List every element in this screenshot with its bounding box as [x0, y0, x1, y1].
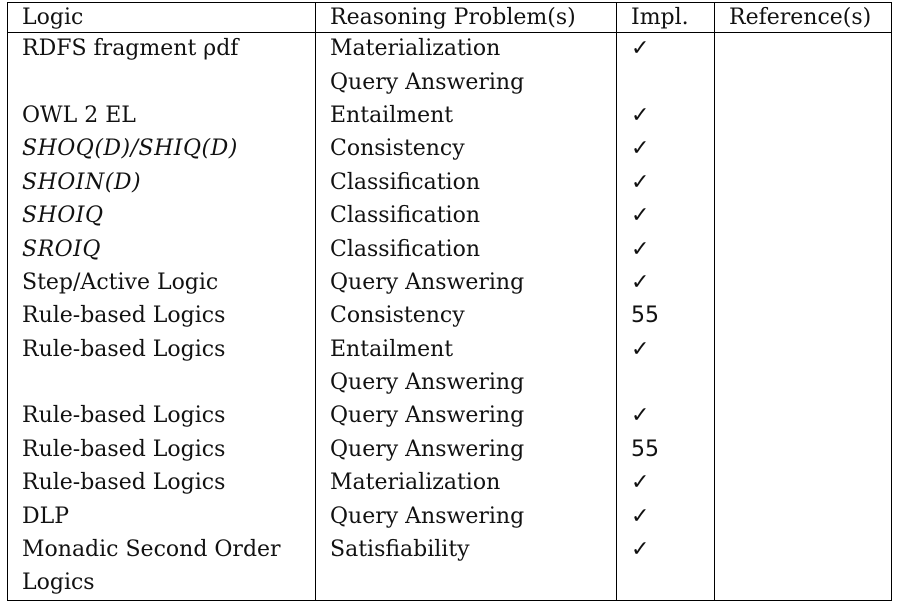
table-row: OWL 2 EL Entailment ✓	[7, 99, 892, 133]
table-row: SROIQ Classification ✓	[7, 232, 892, 267]
cell-reference	[715, 233, 892, 266]
cell-impl: ✓	[616, 266, 715, 300]
cell-reference	[715, 166, 892, 199]
cell-reasoning-problem: Entailment	[315, 333, 617, 367]
cell-reference	[715, 467, 892, 500]
cell-impl	[616, 65, 715, 100]
cell-reasoning-problem: Query Answering	[315, 366, 617, 400]
table-row: Rule-based Logics Consistency 55	[7, 299, 892, 334]
cell-reasoning-problem: Classification	[315, 199, 617, 233]
cell-reasoning-problem: Materialization	[315, 32, 617, 66]
cell-reference	[715, 199, 892, 232]
cell-reference	[715, 133, 892, 166]
cell-reasoning-problem: Entailment	[315, 99, 617, 133]
cell-logic: SHOIQ	[7, 199, 316, 233]
cell-impl: 55	[616, 433, 715, 467]
table-row: Rule-based Logics Materialization ✓	[7, 466, 892, 500]
cell-impl: ✓	[616, 99, 715, 133]
cell-logic: Rule-based Logics	[7, 433, 316, 467]
cell-reasoning-problem	[315, 566, 617, 601]
table-row: Rule-based Logics Query Answering 55	[7, 433, 892, 467]
table-row: Monadic Second Order Satisfiability ✓	[7, 533, 892, 567]
cell-reasoning-problem: Materialization	[315, 466, 617, 500]
cell-impl: ✓	[616, 166, 715, 200]
cell-logic: SROIQ	[7, 232, 316, 267]
table-row: Logics	[7, 566, 892, 601]
cell-reference	[715, 433, 892, 466]
cell-logic: Step/Active Logic	[7, 266, 316, 300]
header-logic: Logic	[7, 2, 316, 33]
cell-reasoning-problem: Query Answering	[315, 499, 617, 534]
cell-reasoning-problem: Query Answering	[315, 65, 617, 100]
table-row: SHOIQ Classification ✓	[7, 199, 892, 233]
cell-logic: Logics	[7, 566, 316, 601]
cell-reasoning-problem: Classification	[315, 232, 617, 267]
cell-logic: Rule-based Logics	[7, 466, 316, 500]
cell-reasoning-problem: Consistency	[315, 299, 617, 334]
cell-reference	[715, 500, 892, 533]
cell-reference	[715, 266, 892, 299]
cell-reference	[715, 33, 892, 66]
cell-impl	[616, 366, 715, 400]
cell-logic: SHOIN(D)	[7, 166, 316, 200]
table-row: Rule-based Logics Entailment ✓	[7, 333, 892, 367]
table-row: SHOQ(D)/SHIQ(D) Consistency ✓	[7, 132, 892, 167]
table-row: Query Answering	[7, 65, 892, 100]
cell-impl: ✓	[616, 199, 715, 233]
cell-reference	[715, 533, 892, 566]
table-row: Query Answering	[7, 366, 892, 400]
cell-logic: Rule-based Logics	[7, 399, 316, 434]
cell-reference	[715, 300, 892, 333]
header-impl: Impl.	[616, 2, 715, 33]
cell-impl: ✓	[616, 132, 715, 167]
cell-reference	[715, 66, 892, 99]
cell-logic	[7, 65, 316, 100]
cell-impl: 55	[616, 299, 715, 334]
cell-impl	[616, 566, 715, 601]
cell-reasoning-problem: Classification	[315, 166, 617, 200]
table-row: RDFS fragment ρdf Materialization ✓	[7, 32, 892, 66]
cell-reasoning-problem: Satisfiability	[315, 533, 617, 567]
table-body: RDFS fragment ρdf Materialization ✓ Query A…	[7, 32, 892, 601]
cell-impl: ✓	[616, 232, 715, 267]
logic-reasoning-table: Logic Reasoning Problem(s) Impl. Referen…	[7, 2, 892, 601]
cell-reasoning-problem: Consistency	[315, 132, 617, 167]
cell-impl: ✓	[616, 499, 715, 534]
cell-reference	[715, 400, 892, 433]
cell-impl: ✓	[616, 533, 715, 567]
cell-impl: ✓	[616, 399, 715, 434]
header-references: Reference(s)	[714, 2, 892, 33]
cell-logic: Monadic Second Order	[7, 533, 316, 567]
table-header-row: Logic Reasoning Problem(s) Impl. Referen…	[7, 2, 892, 33]
cell-impl: ✓	[616, 466, 715, 500]
cell-reasoning-problem: Query Answering	[315, 266, 617, 300]
cell-reference	[715, 567, 892, 600]
cell-logic: SHOQ(D)/SHIQ(D)	[7, 132, 316, 167]
cell-logic: Rule-based Logics	[7, 333, 316, 367]
cell-reasoning-problem: Query Answering	[315, 433, 617, 467]
cell-reference	[715, 99, 892, 132]
cell-logic: OWL 2 EL	[7, 99, 316, 133]
table-row: Rule-based Logics Query Answering ✓	[7, 399, 892, 434]
table-row: Step/Active Logic Query Answering ✓	[7, 266, 892, 300]
cell-reference	[715, 333, 892, 366]
header-reasoning-problems: Reasoning Problem(s)	[315, 2, 617, 33]
cell-logic: RDFS fragment ρdf	[7, 32, 316, 66]
cell-impl: ✓	[616, 32, 715, 66]
cell-reference	[715, 366, 892, 399]
table-row: DLP Query Answering ✓	[7, 499, 892, 534]
cell-logic: Rule-based Logics	[7, 299, 316, 334]
cell-reasoning-problem: Query Answering	[315, 399, 617, 434]
cell-logic	[7, 366, 316, 400]
table-row: SHOIN(D) Classification ✓	[7, 166, 892, 200]
cell-logic: DLP	[7, 499, 316, 534]
cell-impl: ✓	[616, 333, 715, 367]
